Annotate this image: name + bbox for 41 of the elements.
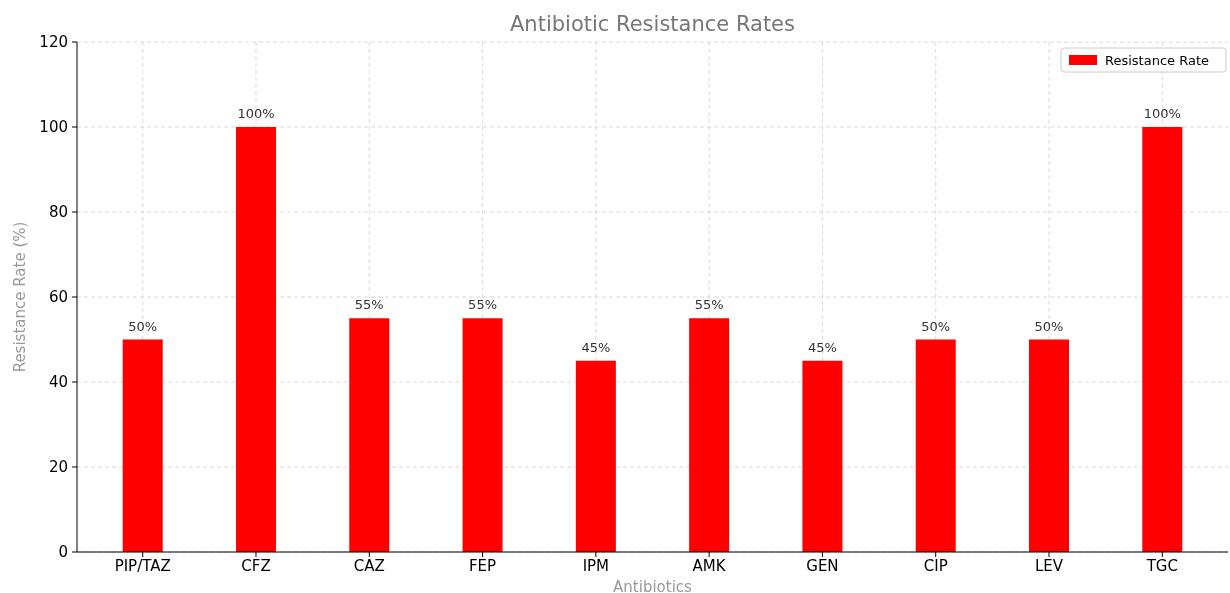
data-label: 50% (1034, 318, 1064, 334)
x-tick-label: GEN (806, 557, 839, 575)
data-label: 45% (581, 339, 611, 355)
y-axis-title: Resistance Rate (%) (11, 221, 29, 373)
y-tick-label: 80 (48, 203, 68, 222)
x-tick-label: CFZ (241, 557, 271, 575)
bar (575, 360, 616, 552)
bar (802, 360, 843, 552)
x-axis-title: Antibiotics (613, 578, 693, 593)
bar (689, 318, 730, 552)
bar (349, 318, 390, 552)
data-label: 55% (468, 297, 498, 313)
x-tick-label: CAZ (353, 557, 385, 575)
y-tick-label: 120 (39, 33, 68, 52)
bar (915, 339, 956, 552)
y-tick-label: 100 (39, 118, 68, 137)
data-label: 55% (354, 297, 384, 313)
data-label: 100% (237, 106, 275, 121)
data-label: 50% (921, 318, 951, 334)
x-tick-label: CIP (923, 557, 948, 575)
x-tick-label: PIP/TAZ (114, 557, 171, 575)
x-tick-label: AMK (692, 557, 727, 575)
legend-label: Resistance Rate (1105, 52, 1209, 68)
x-tick-label: TGC (1145, 557, 1178, 575)
y-tick-label: 0 (58, 543, 68, 562)
x-tick-label: LEV (1034, 557, 1064, 575)
bar (1029, 339, 1070, 552)
chart-title: Antibiotic Resistance Rates (510, 12, 795, 36)
bar (122, 339, 163, 552)
x-tick-label: IPM (582, 557, 610, 575)
data-label: 55% (694, 297, 724, 313)
bar (235, 127, 276, 552)
data-label: 50% (128, 318, 158, 334)
y-tick-label: 40 (48, 373, 68, 392)
y-tick-label: 20 (48, 458, 68, 477)
bar (1142, 127, 1183, 552)
data-label: 45% (807, 339, 837, 355)
y-tick-label: 60 (48, 288, 68, 307)
bar (462, 318, 503, 552)
data-label: 100% (1143, 106, 1181, 121)
x-tick-label: FEP (468, 557, 497, 575)
